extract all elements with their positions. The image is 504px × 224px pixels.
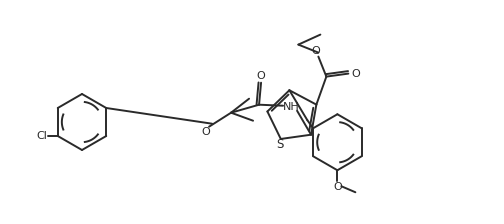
Text: O: O bbox=[202, 127, 211, 137]
Text: S: S bbox=[276, 138, 283, 151]
Text: O: O bbox=[333, 182, 342, 192]
Text: O: O bbox=[351, 69, 360, 79]
Text: O: O bbox=[257, 71, 266, 81]
Text: Cl: Cl bbox=[36, 131, 47, 141]
Text: O: O bbox=[311, 46, 320, 56]
Text: NH: NH bbox=[283, 102, 299, 112]
